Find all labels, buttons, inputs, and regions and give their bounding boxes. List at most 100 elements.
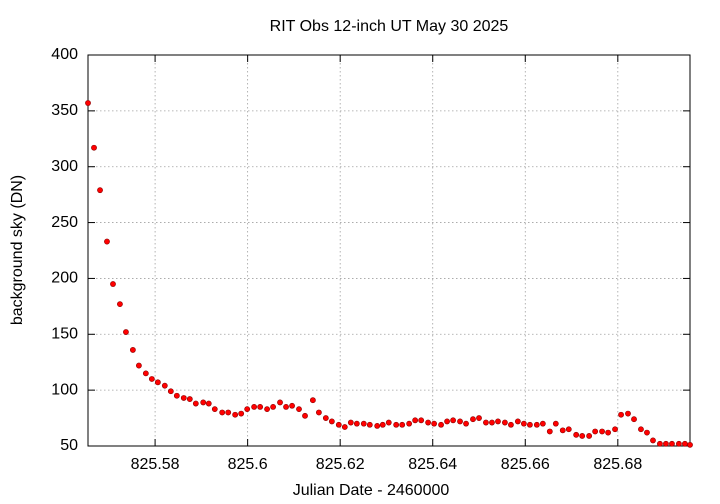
data-point xyxy=(412,417,419,424)
data-point xyxy=(631,416,637,423)
data-point xyxy=(514,418,521,425)
data-point xyxy=(154,379,161,386)
y-tick-label: 300 xyxy=(51,158,78,175)
data-point xyxy=(219,409,226,416)
data-point xyxy=(232,411,239,418)
data-point xyxy=(360,420,367,427)
data-point xyxy=(418,417,425,424)
data-point xyxy=(211,406,218,413)
y-tick-label: 100 xyxy=(51,381,78,398)
data-point xyxy=(533,421,540,428)
data-point xyxy=(225,409,232,416)
data-point xyxy=(508,421,514,428)
data-point xyxy=(687,441,693,448)
plot-frame xyxy=(87,54,691,447)
data-point xyxy=(129,347,136,353)
data-point xyxy=(438,421,444,428)
data-point xyxy=(650,437,656,444)
data-point xyxy=(612,426,618,433)
data-point xyxy=(264,406,270,413)
x-tick-label: 825.66 xyxy=(501,456,550,473)
data-point xyxy=(457,418,463,425)
data-point xyxy=(539,420,546,427)
data-point xyxy=(110,281,116,287)
data-point xyxy=(520,420,527,427)
data-point xyxy=(192,400,199,407)
data-point xyxy=(374,422,381,429)
data-point xyxy=(328,418,335,425)
data-point xyxy=(123,329,129,335)
data-point xyxy=(238,410,245,417)
data-point xyxy=(366,421,373,428)
data-point xyxy=(552,420,559,427)
data-point xyxy=(167,388,174,395)
data-point xyxy=(161,382,168,389)
data-point xyxy=(142,370,149,377)
data-point xyxy=(205,400,212,407)
data-point xyxy=(565,426,572,433)
x-axis-label: Julian Date - 2460000 xyxy=(293,482,450,499)
x-tick-label: 825.68 xyxy=(593,456,642,473)
data-point xyxy=(104,238,110,245)
data-point xyxy=(251,403,258,410)
data-point xyxy=(431,420,438,427)
data-point xyxy=(117,301,123,308)
data-point xyxy=(335,421,342,428)
data-point xyxy=(663,440,669,447)
data-point xyxy=(85,100,91,106)
data-point xyxy=(244,406,251,413)
data-point xyxy=(379,421,386,428)
data-point xyxy=(579,433,586,439)
data-point xyxy=(599,428,605,435)
data-point xyxy=(476,415,482,421)
data-point xyxy=(618,411,624,418)
data-point xyxy=(644,429,650,436)
data-point xyxy=(385,419,392,426)
data-point xyxy=(399,421,406,428)
data-point xyxy=(592,428,599,435)
data-point xyxy=(200,399,207,406)
data-point xyxy=(675,440,682,447)
data-point xyxy=(638,426,644,433)
data-point xyxy=(489,419,495,426)
x-tick-label: 825.62 xyxy=(316,456,365,473)
y-tick-label: 250 xyxy=(51,214,78,231)
data-point xyxy=(444,418,450,425)
data-point xyxy=(495,418,501,425)
y-tick-label: 50 xyxy=(60,437,78,454)
data-point xyxy=(559,427,566,434)
data-point xyxy=(546,428,553,435)
y-tick-label: 350 xyxy=(51,102,78,119)
data-point xyxy=(657,440,663,447)
x-tick-label: 825.64 xyxy=(408,456,457,473)
data-point xyxy=(353,420,360,427)
data-point xyxy=(483,419,489,426)
data-point xyxy=(406,420,413,427)
data-point xyxy=(526,421,533,428)
data-point xyxy=(277,399,283,406)
data-point xyxy=(315,409,322,416)
data-point xyxy=(257,403,264,410)
data-point xyxy=(186,396,193,402)
data-point xyxy=(322,415,329,421)
y-tick-label: 400 xyxy=(51,46,78,63)
data-point xyxy=(669,440,675,447)
data-point xyxy=(502,419,508,426)
data-point xyxy=(393,421,400,428)
data-point xyxy=(470,416,476,423)
y-tick-label: 200 xyxy=(51,270,78,287)
data-point xyxy=(148,376,155,382)
data-point xyxy=(682,440,688,447)
data-point xyxy=(450,417,456,424)
data-point xyxy=(135,362,142,369)
data-point xyxy=(463,420,469,427)
data-point xyxy=(296,406,302,413)
data-point xyxy=(302,412,308,419)
chart-title: RIT Obs 12-inch UT May 30 2025 xyxy=(270,18,509,35)
x-tick-label: 825.58 xyxy=(131,456,180,473)
data-point xyxy=(605,429,611,436)
x-tick-label: 825.6 xyxy=(228,456,268,473)
data-point xyxy=(341,424,348,430)
